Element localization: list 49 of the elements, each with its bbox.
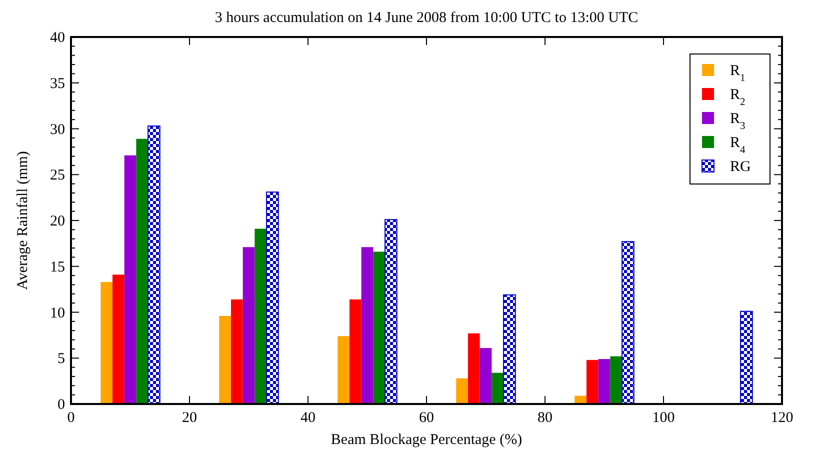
bar bbox=[136, 138, 148, 404]
bar bbox=[373, 252, 386, 404]
chart-title: 3 hours accumulation on 14 June 2008 from 10:00 UTC to 13:00 UTC bbox=[214, 10, 638, 26]
bar bbox=[230, 299, 243, 404]
y-tick-label: 40 bbox=[50, 30, 65, 46]
bar bbox=[112, 274, 124, 404]
legend-label: R$_{4}$ bbox=[730, 135, 746, 156]
bar bbox=[254, 228, 267, 404]
y-tick-label: 0 bbox=[58, 397, 65, 413]
bar bbox=[492, 372, 504, 404]
y-tick-label: 25 bbox=[50, 168, 65, 184]
bar bbox=[586, 360, 598, 404]
bar bbox=[622, 241, 634, 404]
legend-label: R$_{3}$ bbox=[730, 111, 746, 132]
x-axis-title: Beam Blockage Percentage (%) bbox=[330, 432, 522, 448]
bar bbox=[349, 299, 362, 404]
bar bbox=[242, 247, 255, 404]
bar bbox=[338, 336, 350, 404]
bar bbox=[468, 333, 480, 404]
y-tick-label: 15 bbox=[50, 259, 65, 276]
bar bbox=[384, 219, 398, 404]
y-tick-label: 30 bbox=[50, 122, 65, 138]
bar bbox=[266, 192, 279, 404]
bar bbox=[610, 356, 622, 404]
x-tick-label: 80 bbox=[538, 410, 552, 426]
y-tick-label: 20 bbox=[50, 214, 65, 230]
y-tick-label: 5 bbox=[58, 351, 65, 368]
bar bbox=[740, 310, 753, 404]
bar bbox=[503, 294, 516, 404]
bar bbox=[598, 359, 610, 404]
y-tick-label: 35 bbox=[50, 76, 65, 92]
x-tick-label: 20 bbox=[182, 410, 197, 426]
bar bbox=[574, 396, 586, 404]
bar bbox=[100, 282, 112, 404]
legend-label: RG bbox=[730, 159, 752, 175]
bar bbox=[361, 247, 374, 404]
bar bbox=[456, 378, 468, 404]
legend-label: R$_{1}$ bbox=[730, 63, 746, 84]
x-tick-label: 120 bbox=[770, 410, 794, 426]
bar bbox=[148, 125, 160, 404]
bar bbox=[219, 316, 231, 404]
bar bbox=[124, 155, 136, 404]
y-axis-title: Average Rainfall (mm) bbox=[15, 151, 31, 290]
x-tick-label: 60 bbox=[419, 410, 434, 426]
y-tick-label: 10 bbox=[50, 305, 65, 322]
legend-label: R$_{2}$ bbox=[730, 87, 746, 108]
x-tick-label: 40 bbox=[300, 410, 316, 426]
x-tick-label: 100 bbox=[652, 410, 675, 426]
bar bbox=[480, 348, 492, 404]
